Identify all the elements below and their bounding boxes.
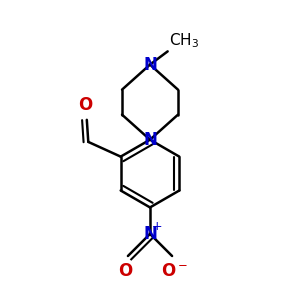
Text: N: N	[143, 225, 157, 243]
Text: O: O	[78, 96, 92, 114]
Text: N: N	[143, 56, 157, 74]
Text: O: O	[118, 262, 132, 280]
Text: CH$_3$: CH$_3$	[169, 31, 199, 50]
Text: O$^-$: O$^-$	[161, 262, 189, 280]
Text: N: N	[143, 131, 157, 149]
Text: +: +	[152, 220, 163, 233]
